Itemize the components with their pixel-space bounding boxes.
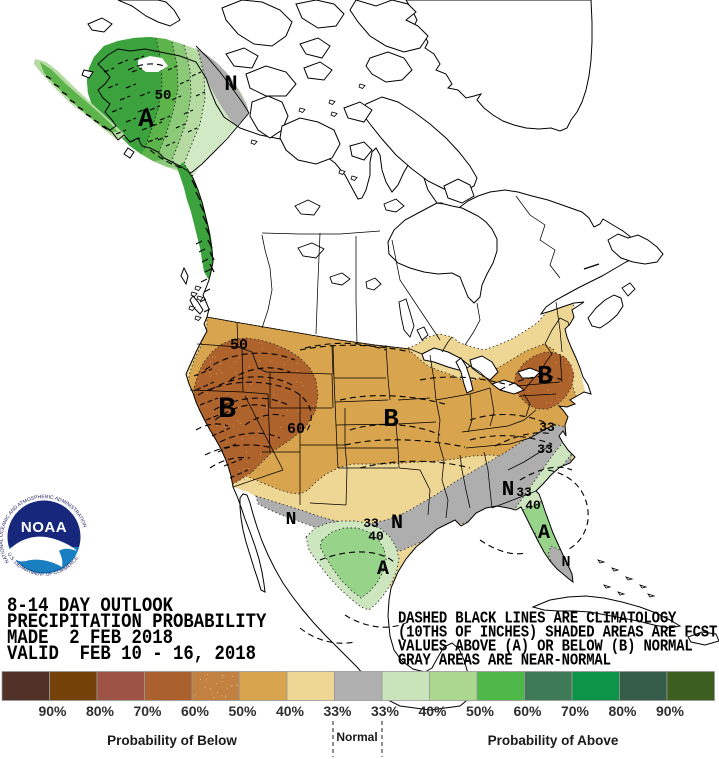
- svg-text:8-14 DAY OUTLOOK: 8-14 DAY OUTLOOK: [7, 594, 174, 618]
- svg-text:A: A: [538, 522, 550, 545]
- svg-text:60%: 60%: [513, 703, 542, 719]
- svg-text:Probability of Below: Probability of Below: [107, 733, 237, 748]
- svg-text:60%: 60%: [181, 703, 210, 719]
- svg-text:33: 33: [363, 516, 379, 531]
- svg-text:GRAY AREAS ARE NEAR-NORMAL: GRAY AREAS ARE NEAR-NORMAL: [398, 650, 611, 669]
- svg-text:N: N: [391, 512, 403, 535]
- svg-text:33%: 33%: [323, 703, 352, 719]
- svg-text:N: N: [502, 479, 515, 502]
- svg-text:33: 33: [537, 442, 553, 457]
- svg-text:40: 40: [368, 529, 384, 544]
- svg-text:Probability of Above: Probability of Above: [488, 733, 619, 748]
- svg-text:N: N: [224, 72, 237, 97]
- svg-text:B: B: [383, 404, 399, 434]
- svg-text:A: A: [138, 104, 154, 134]
- svg-text:N: N: [561, 554, 570, 571]
- svg-text:80%: 80%: [608, 703, 637, 719]
- svg-text:MADE 2 FEB 2018: MADE 2 FEB 2018: [7, 626, 173, 650]
- svg-text:50: 50: [155, 88, 172, 104]
- svg-text:Normal: Normal: [336, 730, 377, 744]
- svg-text:33: 33: [539, 420, 555, 435]
- svg-text:50%: 50%: [228, 703, 257, 719]
- svg-text:40%: 40%: [276, 703, 305, 719]
- svg-text:B: B: [218, 393, 236, 427]
- svg-text:90%: 90%: [656, 703, 685, 719]
- svg-text:NOAA: NOAA: [21, 519, 67, 536]
- svg-text:A: A: [377, 558, 389, 581]
- svg-text:40%: 40%: [418, 703, 447, 719]
- svg-text:40: 40: [525, 498, 541, 513]
- svg-text:90%: 90%: [38, 703, 67, 719]
- svg-text:N: N: [286, 510, 297, 530]
- svg-text:60: 60: [287, 421, 305, 438]
- svg-text:80%: 80%: [86, 703, 115, 719]
- svg-text:PRECIPITATION PROBABILITY: PRECIPITATION PROBABILITY: [7, 610, 267, 634]
- svg-text:33%: 33%: [371, 703, 400, 719]
- svg-text:VALUES ABOVE (A) OR BELOW (B): VALUES ABOVE (A) OR BELOW (B) NORMAL: [398, 636, 693, 655]
- svg-text:DASHED BLACK LINES ARE CLIMATO: DASHED BLACK LINES ARE CLIMATOLOGY: [398, 609, 677, 628]
- svg-text:70%: 70%: [561, 703, 590, 719]
- svg-text:50: 50: [230, 337, 248, 354]
- svg-text:33: 33: [516, 485, 532, 500]
- svg-text:50%: 50%: [466, 703, 495, 719]
- svg-text:(10THS OF INCHES) SHADED AREAS: (10THS OF INCHES) SHADED AREAS ARE FCST: [398, 623, 717, 642]
- svg-text:VALID FEB 10 - 16, 2018: VALID FEB 10 - 16, 2018: [7, 642, 256, 666]
- svg-text:B: B: [537, 361, 553, 391]
- svg-text:70%: 70%: [133, 703, 162, 719]
